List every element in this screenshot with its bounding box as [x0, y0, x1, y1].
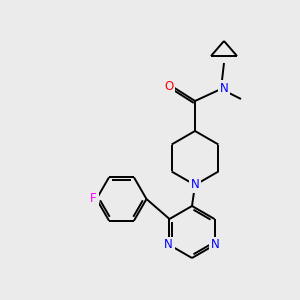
Text: N: N — [190, 178, 200, 191]
Text: O: O — [164, 80, 174, 92]
Text: N: N — [164, 238, 173, 251]
Text: F: F — [90, 193, 97, 206]
Text: N: N — [211, 238, 220, 251]
Text: N: N — [220, 82, 228, 94]
